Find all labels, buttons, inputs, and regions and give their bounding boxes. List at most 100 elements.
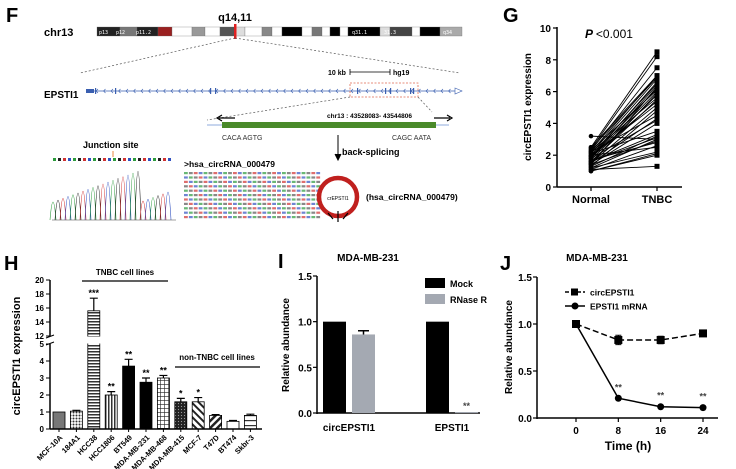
sequence-glyph bbox=[277, 185, 281, 188]
sequence-glyph bbox=[237, 207, 242, 210]
error-bar bbox=[211, 413, 220, 416]
strand-chevron-icon bbox=[223, 88, 226, 94]
sequence-glyph bbox=[282, 216, 286, 219]
tnbc-point bbox=[654, 105, 660, 110]
sequence-glyph bbox=[277, 189, 281, 192]
sequence-glyph bbox=[291, 211, 296, 214]
sequence-glyph bbox=[237, 180, 242, 183]
chart-i-marks: 0.0 0.5 1.0 1.5 circEPSTI1 ** EPSTI1 Mock RNase … bbox=[298, 272, 487, 434]
bar-mcf-7 bbox=[191, 401, 205, 430]
normal-point bbox=[588, 133, 594, 139]
panel-label-h: H bbox=[4, 253, 18, 275]
sequence-glyph bbox=[286, 207, 291, 210]
strand-chevron-icon bbox=[313, 88, 316, 94]
sequence-glyph bbox=[301, 207, 306, 210]
sequence-glyph bbox=[188, 185, 193, 188]
sequence-glyph bbox=[311, 189, 316, 192]
sequence-glyph bbox=[184, 198, 188, 201]
chart-h-ytick-label: 0 bbox=[40, 425, 45, 434]
panel-label-f: F bbox=[6, 5, 18, 27]
legend-marker-square bbox=[571, 288, 578, 296]
sequence-glyph bbox=[296, 198, 301, 201]
sequence-glyph bbox=[257, 216, 262, 219]
chromosome-band bbox=[219, 26, 236, 37]
error-bar bbox=[72, 409, 81, 412]
sequence-glyph bbox=[228, 172, 232, 175]
sequence-glyph bbox=[237, 194, 242, 197]
zoom-line-right bbox=[234, 37, 461, 74]
sequence-glyph bbox=[237, 189, 242, 192]
paired-line bbox=[590, 89, 658, 151]
sequence-glyph bbox=[193, 172, 198, 175]
back-splicing-arrow-icon bbox=[334, 135, 342, 162]
sequence-glyph bbox=[237, 202, 242, 205]
sequence-glyph bbox=[208, 194, 213, 197]
tnbc-point bbox=[654, 98, 660, 104]
sequence-glyph bbox=[198, 198, 203, 201]
sequence-glyph bbox=[252, 202, 257, 205]
chromosome-band bbox=[439, 26, 463, 37]
sequence-glyph bbox=[267, 185, 272, 188]
circrna-id-label: (hsa_circRNA_000479) bbox=[366, 192, 458, 202]
coordinates-label: chr13 : 43528083- 43544806 bbox=[327, 113, 412, 120]
sequence-glyph bbox=[233, 172, 237, 175]
paired-line bbox=[590, 75, 658, 148]
right-junction-seq: CAGC AATA bbox=[392, 135, 431, 142]
chart-j-ytick-label: 1.0 bbox=[518, 320, 532, 331]
normal-point bbox=[588, 149, 594, 155]
strand-chevron-icon bbox=[193, 88, 196, 94]
sequence-glyph bbox=[316, 207, 321, 210]
strand-chevron-icon bbox=[275, 88, 279, 94]
bar-rnase-r bbox=[352, 334, 375, 413]
sequence-glyph bbox=[237, 176, 242, 179]
sequence-glyph bbox=[262, 202, 267, 205]
tnbc-point bbox=[654, 132, 660, 138]
gene-track bbox=[86, 87, 463, 95]
sequence-glyph bbox=[277, 198, 281, 201]
sequence-glyph bbox=[213, 180, 218, 183]
sequence-header: >hsa_circRNA_000479 bbox=[184, 159, 275, 169]
sequence-glyph bbox=[306, 172, 311, 175]
tnbc-point bbox=[654, 117, 660, 123]
sequence-glyph bbox=[257, 189, 262, 192]
error-bar bbox=[229, 419, 237, 422]
sanger-chromatogram bbox=[49, 158, 176, 221]
sequence-glyph bbox=[242, 198, 247, 201]
sequence-glyph bbox=[233, 202, 237, 205]
sequence-glyph bbox=[223, 198, 227, 201]
sequence-glyph bbox=[257, 194, 262, 197]
bar-skbr-3 bbox=[243, 414, 257, 430]
sequence-glyph bbox=[257, 211, 262, 214]
chromosome-band bbox=[419, 26, 441, 37]
sequence-glyph bbox=[193, 176, 198, 179]
chart-h-ytick-label: 14 bbox=[35, 318, 44, 327]
sequence-glyph bbox=[277, 202, 281, 205]
strand-chevron-icon bbox=[395, 88, 399, 94]
chart-g-ytick-label: 4 bbox=[545, 119, 551, 130]
significance-marker: ** bbox=[463, 401, 471, 411]
sequence-glyph bbox=[203, 185, 208, 188]
circrna-label: crEPSTI1 bbox=[327, 196, 349, 202]
sequence-glyph bbox=[252, 216, 257, 219]
chromosome-band bbox=[261, 26, 273, 37]
sequence-glyph bbox=[277, 211, 281, 214]
paired-line bbox=[590, 140, 658, 166]
error-bar bbox=[176, 397, 185, 402]
chart-i-xtick-label: circEPSTI1 bbox=[323, 423, 376, 434]
axis-break-gap bbox=[45, 336, 135, 344]
paired-line bbox=[590, 134, 658, 162]
sequence-glyph bbox=[188, 172, 193, 175]
sequence-glyph bbox=[198, 176, 203, 179]
sequence-glyph bbox=[257, 176, 262, 179]
normal-point bbox=[588, 144, 594, 150]
chart-j-xtick-label: 8 bbox=[616, 426, 622, 437]
strand-chevron-icon bbox=[148, 88, 151, 94]
sequence-glyph bbox=[198, 194, 203, 197]
sequence-glyph bbox=[291, 189, 296, 192]
strand-chevron-icon bbox=[305, 88, 309, 94]
chart-h-ytick-label: 16 bbox=[35, 304, 44, 313]
sequence-glyph bbox=[228, 189, 232, 192]
sequence-glyph bbox=[301, 185, 306, 188]
sequence-glyph bbox=[291, 198, 296, 201]
sequence-glyph bbox=[286, 185, 291, 188]
